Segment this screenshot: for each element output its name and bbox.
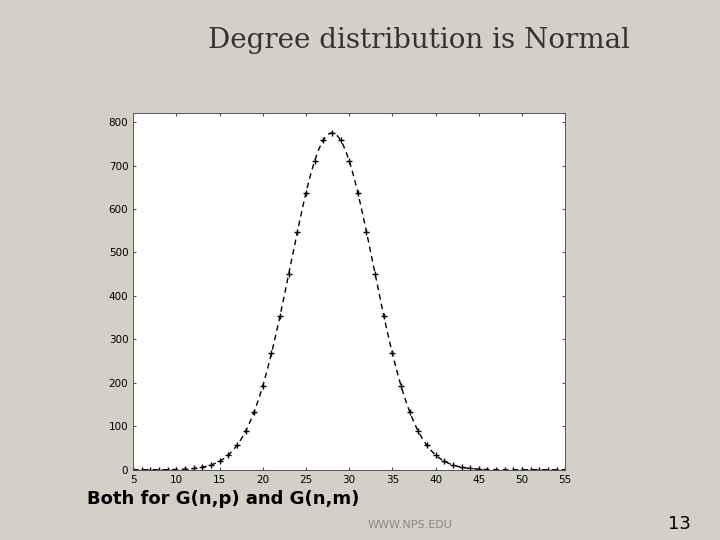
Text: Degree distribution is Normal: Degree distribution is Normal [208,27,630,54]
Text: 13: 13 [668,515,691,533]
Text: Both for G(n,p) and G(n,m): Both for G(n,p) and G(n,m) [87,490,359,509]
Text: WWW.NPS.EDU: WWW.NPS.EDU [368,521,453,530]
